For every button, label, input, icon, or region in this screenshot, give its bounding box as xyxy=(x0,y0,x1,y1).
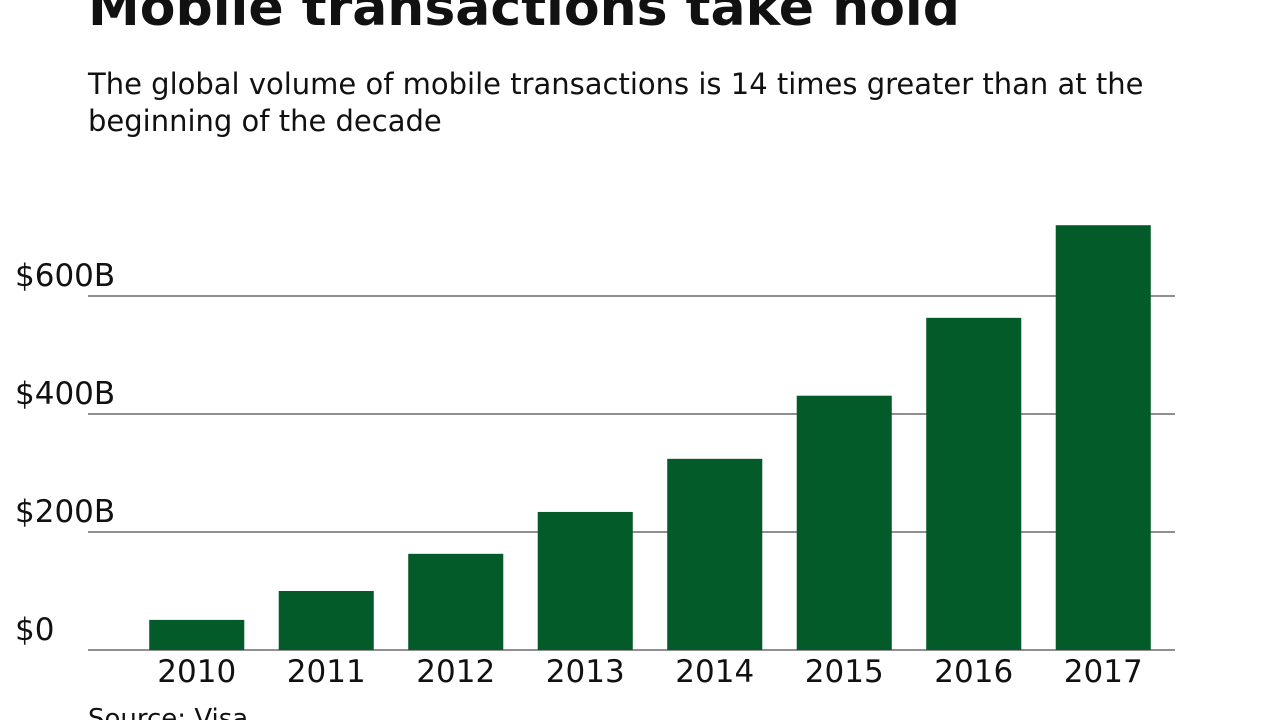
bar xyxy=(926,317,1022,650)
x-tick-label: 2013 xyxy=(546,654,625,690)
y-tick-label: $0 xyxy=(15,612,54,648)
bar xyxy=(278,591,374,650)
bar xyxy=(667,458,763,650)
y-tick-label: $200B xyxy=(15,494,115,530)
x-tick-label: 2015 xyxy=(805,654,884,690)
chart-title: Mobile transactions take hold xyxy=(88,0,960,38)
bar xyxy=(537,511,633,650)
source-note: Source: Visa xyxy=(88,704,249,720)
x-tick-label: 2017 xyxy=(1064,654,1143,690)
bar xyxy=(149,619,245,650)
x-tick-label: 2014 xyxy=(675,654,754,690)
x-tick-label: 2016 xyxy=(934,654,1013,690)
y-tick-label: $600B xyxy=(15,258,115,294)
x-tick-label: 2012 xyxy=(416,654,495,690)
y-tick-label: $400B xyxy=(15,376,115,412)
chart-subtitle: The global volume of mobile transactions… xyxy=(88,67,1144,138)
bar xyxy=(1055,225,1151,650)
bar xyxy=(408,553,504,650)
x-tick-label: 2010 xyxy=(157,654,236,690)
x-tick-label: 2011 xyxy=(287,654,366,690)
bar xyxy=(796,395,892,650)
